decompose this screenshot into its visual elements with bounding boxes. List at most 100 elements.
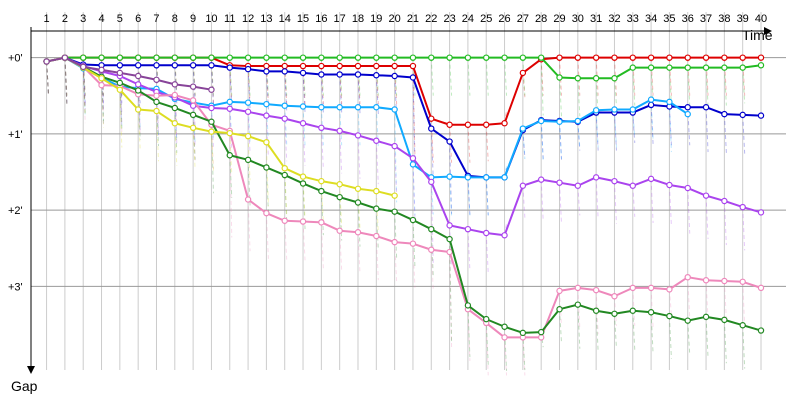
series-point — [519, 182, 527, 189]
series-point — [428, 54, 435, 61]
lap-transition-dash — [577, 120, 581, 149]
series-point — [299, 62, 307, 70]
lap-transition-dash — [705, 107, 709, 153]
series-point — [556, 54, 563, 61]
lap-transition-dash — [705, 67, 709, 106]
series-point — [501, 54, 508, 61]
lap-transition-dash — [284, 175, 288, 222]
lap-transition-dash — [394, 109, 398, 203]
lap-transition-dash — [302, 66, 306, 105]
lap-tick-label: 2 — [62, 13, 68, 25]
series-point — [189, 54, 197, 61]
lap-tick-label: 31 — [590, 13, 602, 25]
lap-transition-dash — [485, 177, 489, 216]
series-point — [336, 227, 343, 234]
lap-tick-label: 7 — [153, 13, 159, 25]
lap-transition-dash — [82, 66, 86, 124]
series-point — [721, 64, 728, 71]
lap-transition-dash — [687, 187, 691, 234]
lap-transition-dash — [210, 121, 214, 194]
lap-transition-dash — [119, 85, 123, 133]
lap-transition-dash — [668, 289, 672, 316]
lap-transition-dash — [449, 252, 453, 348]
lap-tick-labels: 1 2 3 4 5 6 7 8 9 10 11 12 13 14 15 16 17 18 19 20 21 22 23 24 2… — [44, 13, 768, 25]
series-point — [501, 232, 508, 239]
lap-tick-label: 6 — [135, 13, 141, 25]
series-point — [134, 72, 142, 80]
series-point — [226, 54, 233, 61]
series-point — [702, 313, 710, 321]
series-point — [611, 75, 618, 82]
series-point — [208, 54, 215, 61]
lap-transition-dash — [394, 57, 398, 96]
series-point — [116, 54, 124, 61]
lap-transition-dash — [577, 121, 581, 151]
lap-tick-label: 4 — [98, 13, 104, 25]
lap-transition-dash — [613, 181, 617, 224]
lap-transition-dash — [82, 66, 86, 115]
series-point — [483, 121, 490, 128]
series-point — [409, 216, 417, 224]
series-line — [46, 56, 762, 339]
lap-transition-dash — [723, 200, 727, 246]
series-point — [244, 132, 252, 140]
lap-tick-label: 15 — [297, 13, 309, 25]
lap-transition-dash — [174, 57, 178, 96]
series-point — [592, 75, 600, 82]
gap-tick-labels: +0' +1' +2' +3' — [8, 53, 23, 294]
lap-transition-dash — [485, 319, 489, 365]
series-point — [373, 205, 380, 212]
lap-transition-dash — [540, 57, 544, 116]
series-point — [647, 175, 655, 183]
series-point — [189, 97, 197, 104]
lap-transition-dash — [723, 319, 727, 364]
lap-tick-label: 9 — [190, 13, 196, 25]
lap-transition-dash — [613, 78, 617, 106]
lap-tick-label: 34 — [645, 13, 657, 25]
series-point — [281, 164, 288, 172]
lap-tick-label: 30 — [572, 13, 584, 25]
lap-transition-dash — [650, 178, 654, 223]
x-axis-arrow — [764, 27, 772, 35]
lap-transition-dash — [430, 177, 434, 215]
series-point — [354, 54, 362, 61]
lap-tick-label: 3 — [80, 13, 86, 25]
lap-transition-dash — [320, 66, 324, 105]
series-point — [409, 54, 417, 61]
lap-transition-dash — [265, 167, 269, 214]
series-point — [98, 75, 105, 82]
lap-transition-dash — [430, 57, 434, 96]
series-point — [299, 173, 307, 180]
series-point — [153, 62, 160, 69]
series-point — [409, 240, 417, 247]
series-point — [244, 54, 252, 61]
series-point — [611, 293, 618, 300]
lap-transition-dash — [412, 243, 416, 288]
series-point — [556, 118, 563, 125]
lap-transition-dash — [559, 121, 562, 159]
driver-series — [43, 54, 765, 341]
lap-transition-dash — [687, 107, 691, 146]
series-point — [116, 62, 124, 69]
lap-transition-dash — [119, 65, 123, 104]
series-point — [483, 54, 490, 61]
lap-transition-dash — [613, 109, 617, 148]
lap-transition-dash — [247, 57, 251, 96]
series-point — [483, 174, 490, 181]
lap-transition-dash — [357, 57, 361, 96]
lap-tick-label: 12 — [242, 13, 254, 25]
lap-transition-dash — [101, 57, 105, 96]
series-point — [409, 155, 417, 162]
series-point — [208, 62, 215, 69]
series-point — [318, 104, 325, 111]
series-line — [46, 56, 212, 91]
series-point — [647, 64, 655, 71]
lap-transition-dash — [742, 281, 746, 326]
lap-transition-dash — [137, 90, 141, 140]
lap-transition-dash — [559, 57, 562, 96]
series-point — [684, 184, 691, 192]
series-point — [226, 64, 233, 71]
series-point — [134, 62, 142, 69]
series-point — [336, 104, 343, 111]
lap-tick-label: 18 — [352, 13, 364, 25]
